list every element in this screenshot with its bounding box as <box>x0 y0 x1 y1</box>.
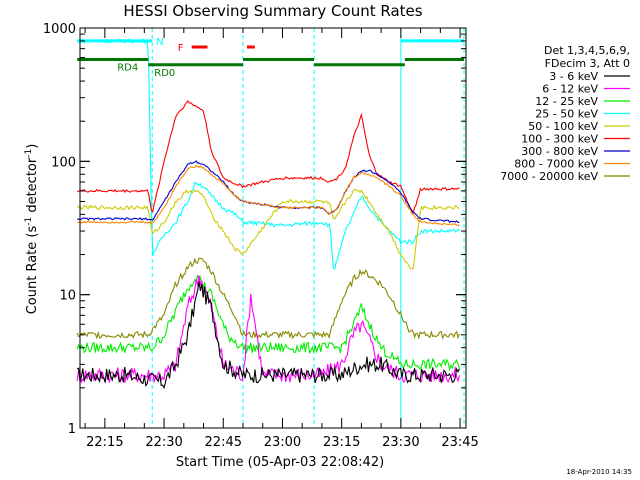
series-line <box>76 257 460 340</box>
series-line <box>76 274 460 372</box>
chart-title: HESSI Observing Summary Count Rates <box>123 2 422 20</box>
legend-header-line-1: Det 1,3,4,5,6,9, <box>544 44 630 57</box>
legend-label: 3 - 6 keV <box>549 70 598 83</box>
x-tick-label: 23:00 <box>264 435 301 450</box>
series-line <box>76 188 460 270</box>
flag-label: N <box>156 37 163 48</box>
legend-label: 25 - 50 keV <box>535 108 598 121</box>
x-tick-label: 22:45 <box>205 435 242 450</box>
flag-label: RD4 <box>117 63 138 74</box>
x-tick-label: 23:45 <box>441 435 478 450</box>
legend-label: 300 - 800 keV <box>521 145 598 158</box>
y-axis-label-sup1: -1 <box>24 217 34 226</box>
flag-label: F <box>178 43 184 54</box>
series-line <box>77 160 460 224</box>
y-axis: 1 10 100 1000 <box>43 22 466 437</box>
series-line <box>77 281 460 390</box>
legend-label: 6 - 12 keV <box>542 83 598 96</box>
y-axis-label-main: Count Rate (s <box>25 226 40 315</box>
y-axis-label-mid: detector <box>25 157 40 217</box>
series-line <box>77 164 460 227</box>
y-axis-label-end: ) <box>25 144 40 149</box>
x-tick-label: 22:30 <box>145 435 182 450</box>
x-tick-label: 23:15 <box>323 435 360 450</box>
plot-frame <box>79 27 467 429</box>
y-tick-label: 100 <box>51 155 76 170</box>
timestamp: 18-Apr-2010 14:35 <box>566 468 632 476</box>
legend-header-line-2: FDecim 3, Att 0 <box>545 57 630 70</box>
legend-label: 50 - 100 keV <box>528 120 598 133</box>
legend-label: 12 - 25 keV <box>535 95 598 108</box>
legend-label: 7000 - 20000 keV <box>500 170 598 183</box>
x-axis-label: Start Time (05-Apr-03 22:08:42) <box>176 455 384 470</box>
y-axis-label: Count Rate (s-1 detector-1) <box>24 144 40 315</box>
flag-label: RD0 <box>154 68 175 79</box>
x-axis: 22:15 22:30 22:45 23:00 23:15 23:30 23:45 <box>84 28 479 450</box>
plot-area: N F RD4 RD0 <box>76 27 467 429</box>
legend-label: 100 - 300 keV <box>521 133 598 146</box>
x-tick-label: 23:30 <box>382 435 419 450</box>
legend-label: 800 - 7000 keV <box>514 158 598 171</box>
y-tick-label: 10 <box>59 289 76 304</box>
y-tick-label: 1000 <box>43 22 76 37</box>
y-tick-label: 1 <box>68 422 76 437</box>
y-axis-label-sup2: -1 <box>24 149 34 158</box>
x-tick-label: 22:15 <box>86 435 123 450</box>
series-line <box>76 99 460 214</box>
